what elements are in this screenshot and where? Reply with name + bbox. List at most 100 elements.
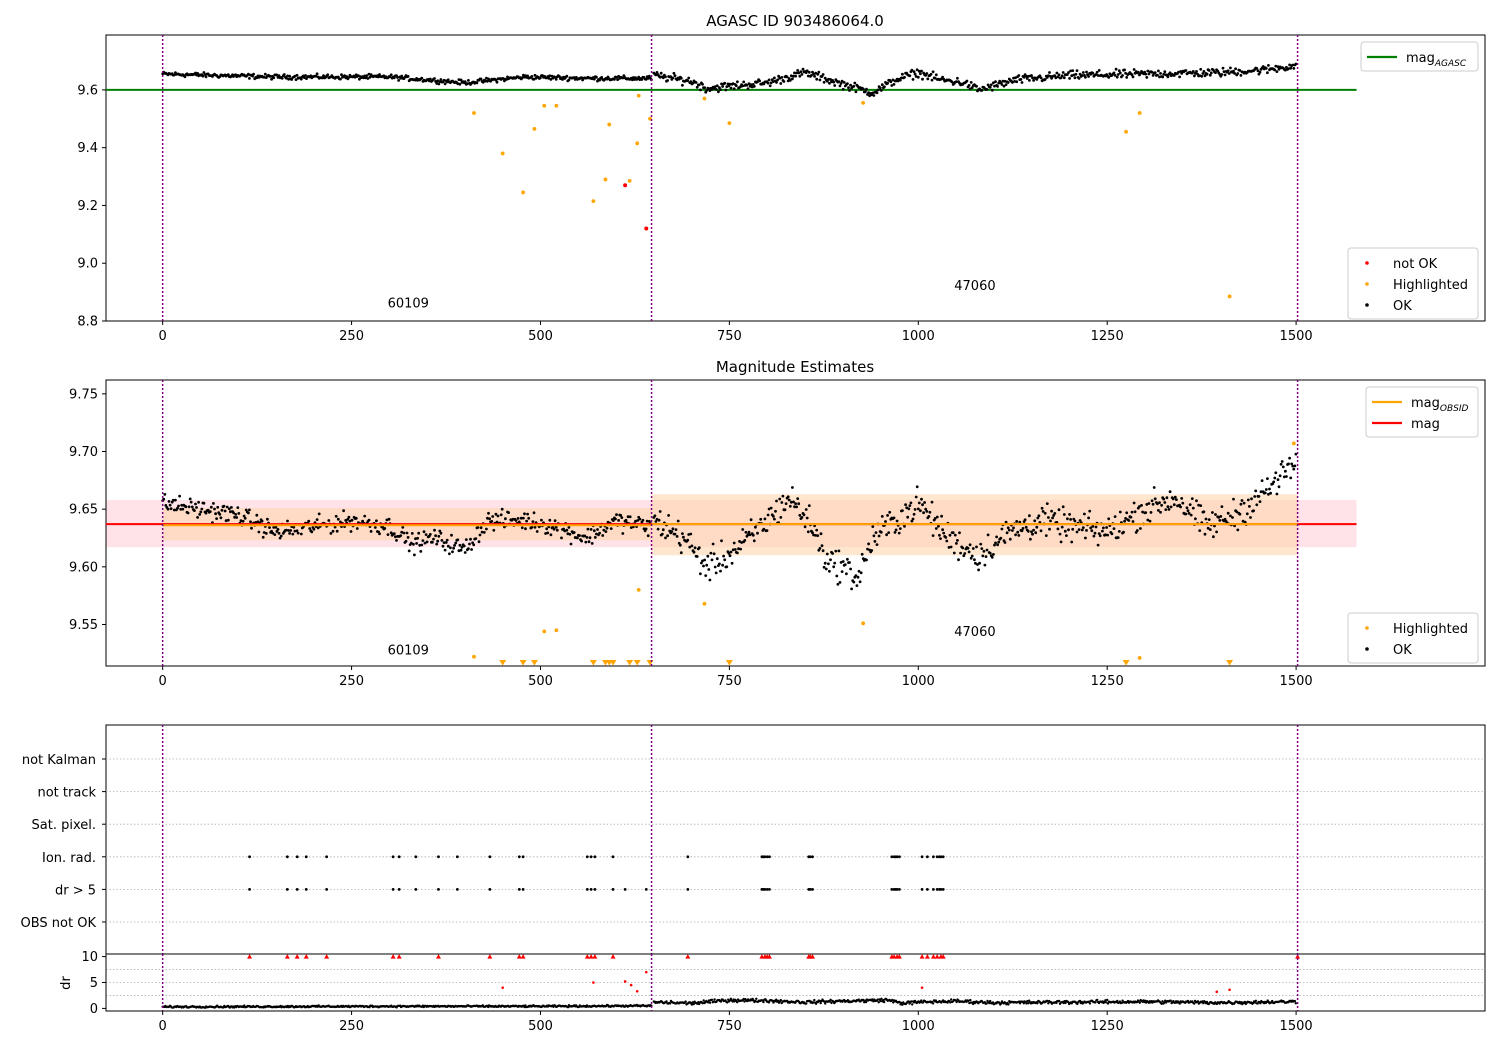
middle-ok-point <box>291 532 295 536</box>
middle-ok-point <box>773 517 776 521</box>
top-ytick-label: 9.2 <box>77 199 98 214</box>
top-ok-point <box>1017 74 1021 77</box>
middle-ok-point <box>611 519 615 522</box>
flags-point <box>455 855 459 859</box>
middle-ok-point <box>254 521 258 524</box>
middle-ok-point <box>676 519 680 523</box>
middle-ok-point <box>453 544 456 547</box>
middle-ok-point <box>829 558 832 562</box>
middle-ok-point <box>452 546 455 550</box>
middle-ok-point <box>741 528 745 531</box>
middle-ok-point <box>235 516 239 519</box>
middle-ok-point <box>186 511 190 515</box>
middle-ok-point <box>519 516 523 520</box>
panel-top: AGASC ID 903486064.0 0 250 500 750 1000 1250 1… <box>77 12 1486 344</box>
flags-point <box>686 855 690 859</box>
middle-ok-point <box>1223 517 1227 521</box>
top-ok-point <box>864 90 867 94</box>
top-ok-point <box>689 80 693 84</box>
top-ok-point <box>768 84 772 88</box>
middle-ok-point <box>1207 518 1211 521</box>
dr-ok-point <box>762 1000 765 1004</box>
top-ok-point <box>810 74 813 77</box>
middle-ok-point <box>1186 509 1190 513</box>
middle-ok-point <box>786 495 790 499</box>
middle-ok-point <box>778 497 782 501</box>
dr-xtick-label: 250 <box>339 1019 364 1034</box>
dr-ok-point <box>998 1001 1001 1004</box>
middle-ok-point <box>520 526 524 530</box>
top-ok-point <box>686 79 690 83</box>
middle-ok-point <box>866 547 869 551</box>
top-ok-point <box>720 82 723 86</box>
flags-point <box>397 888 401 891</box>
dr-ok-point <box>920 999 923 1002</box>
middle-ok-point <box>825 552 829 556</box>
dr-ok-point <box>1007 1003 1010 1006</box>
middle-ok-point <box>709 551 713 555</box>
middle-ok-point <box>1289 476 1293 480</box>
middle-ok-point <box>609 527 613 530</box>
middle-ok-point <box>1084 536 1087 540</box>
top-ok-point <box>741 84 745 88</box>
top-ok-point <box>549 78 553 81</box>
top-highlighted-point <box>1227 294 1232 299</box>
middle-ok-point <box>978 561 981 565</box>
dr-ok-point <box>742 997 745 1001</box>
dr-ok-point <box>1062 1001 1065 1005</box>
middle-offscale-marker <box>519 660 527 666</box>
dr-ok-point <box>812 1001 815 1004</box>
middle-ok-point <box>994 541 997 545</box>
middle-ok-point <box>875 543 879 546</box>
middle-ok-point <box>169 507 173 511</box>
top-ok-point <box>400 74 404 78</box>
middle-ok-point <box>1197 503 1200 507</box>
middle-ok-point <box>909 501 913 505</box>
top-ok-point <box>769 81 773 85</box>
middle-ok-point <box>448 552 451 556</box>
middle-ok-point <box>953 533 957 537</box>
top-ok-point <box>1013 80 1016 83</box>
top-ok-point <box>479 77 483 81</box>
top-ok-point <box>861 87 865 91</box>
flags-point <box>295 888 299 891</box>
dr-capped-marker <box>1295 954 1301 959</box>
middle-ok-point <box>1167 508 1171 511</box>
middle-ok-point <box>1279 462 1283 466</box>
middle-ok-point <box>1085 529 1088 532</box>
dr-ok-point <box>1106 998 1109 1002</box>
middle-ok-point <box>172 508 176 512</box>
top-ok-point <box>437 82 441 86</box>
dr-ok-point <box>743 1000 746 1003</box>
middle-ok-point <box>1087 516 1090 520</box>
middle-ok-point <box>1185 506 1189 510</box>
top-ok-point <box>892 83 896 86</box>
top-ok-point <box>705 89 709 92</box>
top-ok-point <box>772 80 775 83</box>
top-ok-point <box>728 82 732 86</box>
top-ok-point <box>654 73 658 77</box>
top-ok-point <box>837 80 841 83</box>
middle-ok-point <box>188 497 192 501</box>
dr-ytick-label: 0 <box>90 1002 98 1017</box>
dr-capped-marker <box>896 954 902 959</box>
middle-ok-point <box>264 532 268 535</box>
middle-ok-point <box>296 531 300 535</box>
middle-ok-point <box>1152 486 1156 489</box>
dr-ok-point <box>1163 1001 1166 1004</box>
top-ok-point <box>746 87 750 91</box>
top-ok-point <box>996 85 999 88</box>
middle-highlighted-point <box>472 654 476 659</box>
middle-ok-point <box>499 513 503 517</box>
top-ok-point <box>816 72 820 76</box>
top-ok-point <box>565 74 569 78</box>
top-ok-point <box>1070 74 1074 78</box>
middle-ok-point <box>585 536 589 539</box>
middle-ok-point <box>703 558 706 562</box>
dr-ok-point <box>971 1002 975 1006</box>
dr-capped-marker <box>924 954 930 959</box>
middle-ok-point <box>812 533 815 537</box>
middle-ok-point <box>470 548 473 551</box>
middle-ok-point <box>1035 525 1039 529</box>
middle-ok-point <box>1276 478 1280 481</box>
